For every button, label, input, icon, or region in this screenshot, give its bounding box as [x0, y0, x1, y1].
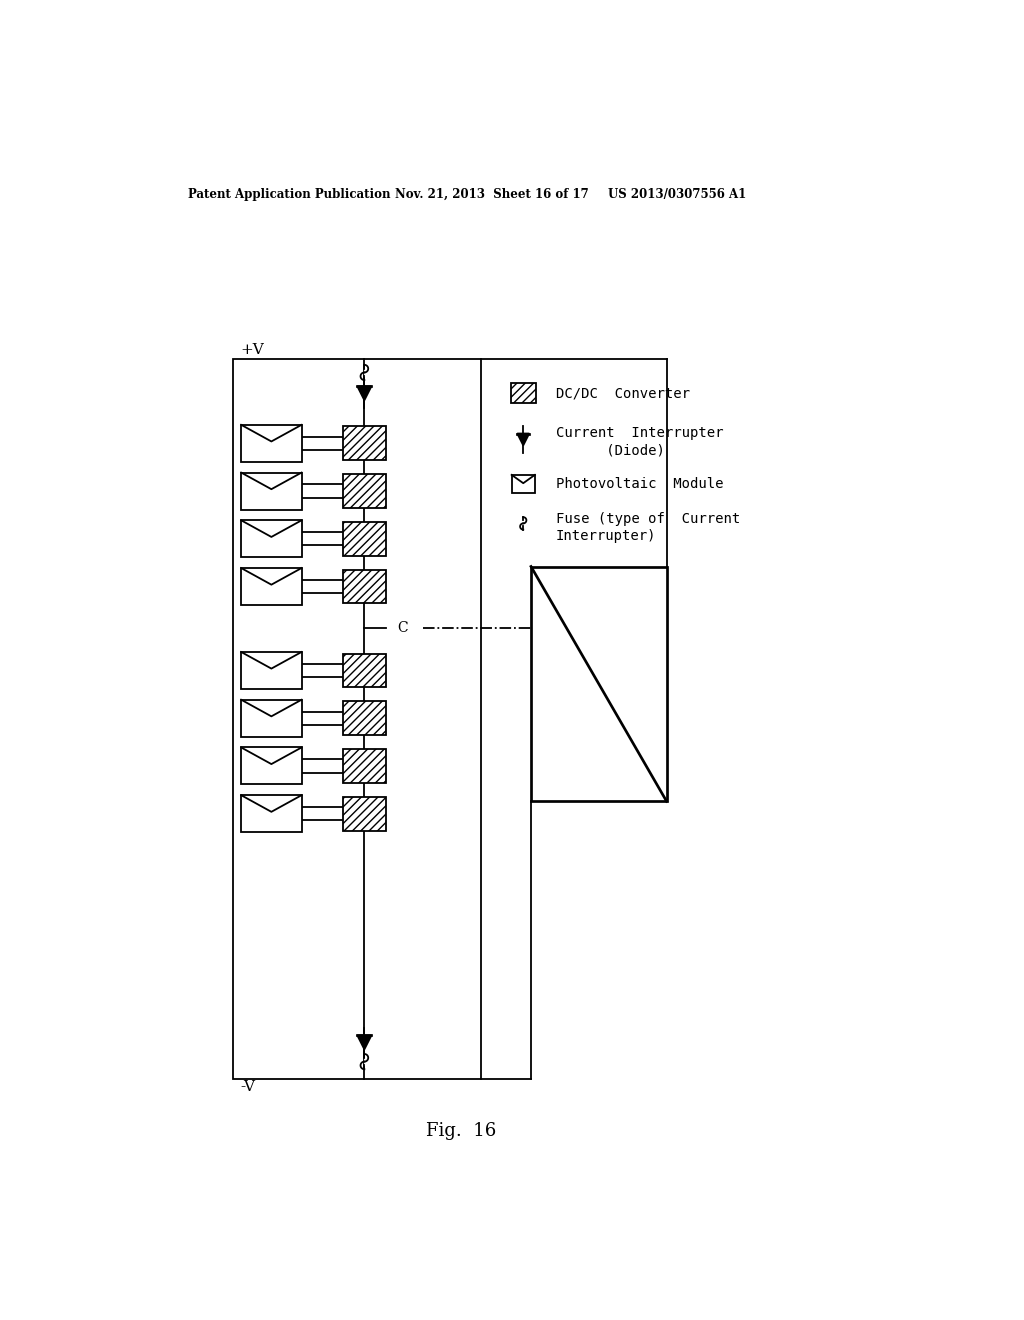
Text: C: C: [397, 622, 409, 635]
Bar: [232, 359, 480, 1078]
Bar: [241, 425, 302, 462]
Bar: [241, 568, 302, 605]
Text: (Diode): (Diode): [556, 444, 665, 457]
Bar: [241, 795, 302, 832]
Polygon shape: [517, 433, 529, 445]
Bar: [343, 653, 386, 688]
Text: Fig.  16: Fig. 16: [426, 1122, 497, 1140]
Text: Interrupter): Interrupter): [556, 529, 656, 543]
Text: Photovoltaic  Module: Photovoltaic Module: [556, 477, 723, 491]
Text: Current  Interrupter: Current Interrupter: [556, 425, 723, 440]
Bar: [512, 475, 535, 494]
Text: DC/DC  Converter: DC/DC Converter: [556, 387, 690, 400]
Bar: [511, 383, 536, 404]
Text: Patent Application Publication: Patent Application Publication: [188, 187, 391, 201]
Text: US 2013/0307556 A1: US 2013/0307556 A1: [608, 187, 746, 201]
Text: -V: -V: [241, 1080, 255, 1094]
Bar: [241, 520, 302, 557]
Bar: [241, 652, 302, 689]
Bar: [241, 700, 302, 737]
Bar: [531, 566, 667, 801]
Text: Fuse (type of  Current: Fuse (type of Current: [556, 512, 740, 525]
Text: +V: +V: [241, 343, 264, 358]
Bar: [343, 521, 386, 556]
Text: Nov. 21, 2013  Sheet 16 of 17: Nov. 21, 2013 Sheet 16 of 17: [395, 187, 589, 201]
Bar: [343, 748, 386, 783]
Polygon shape: [357, 1035, 372, 1049]
Bar: [343, 474, 386, 508]
Bar: [241, 747, 302, 784]
Bar: [343, 701, 386, 735]
Bar: [343, 570, 386, 603]
Bar: [343, 426, 386, 461]
Bar: [343, 797, 386, 830]
Polygon shape: [357, 387, 372, 400]
Bar: [241, 473, 302, 510]
